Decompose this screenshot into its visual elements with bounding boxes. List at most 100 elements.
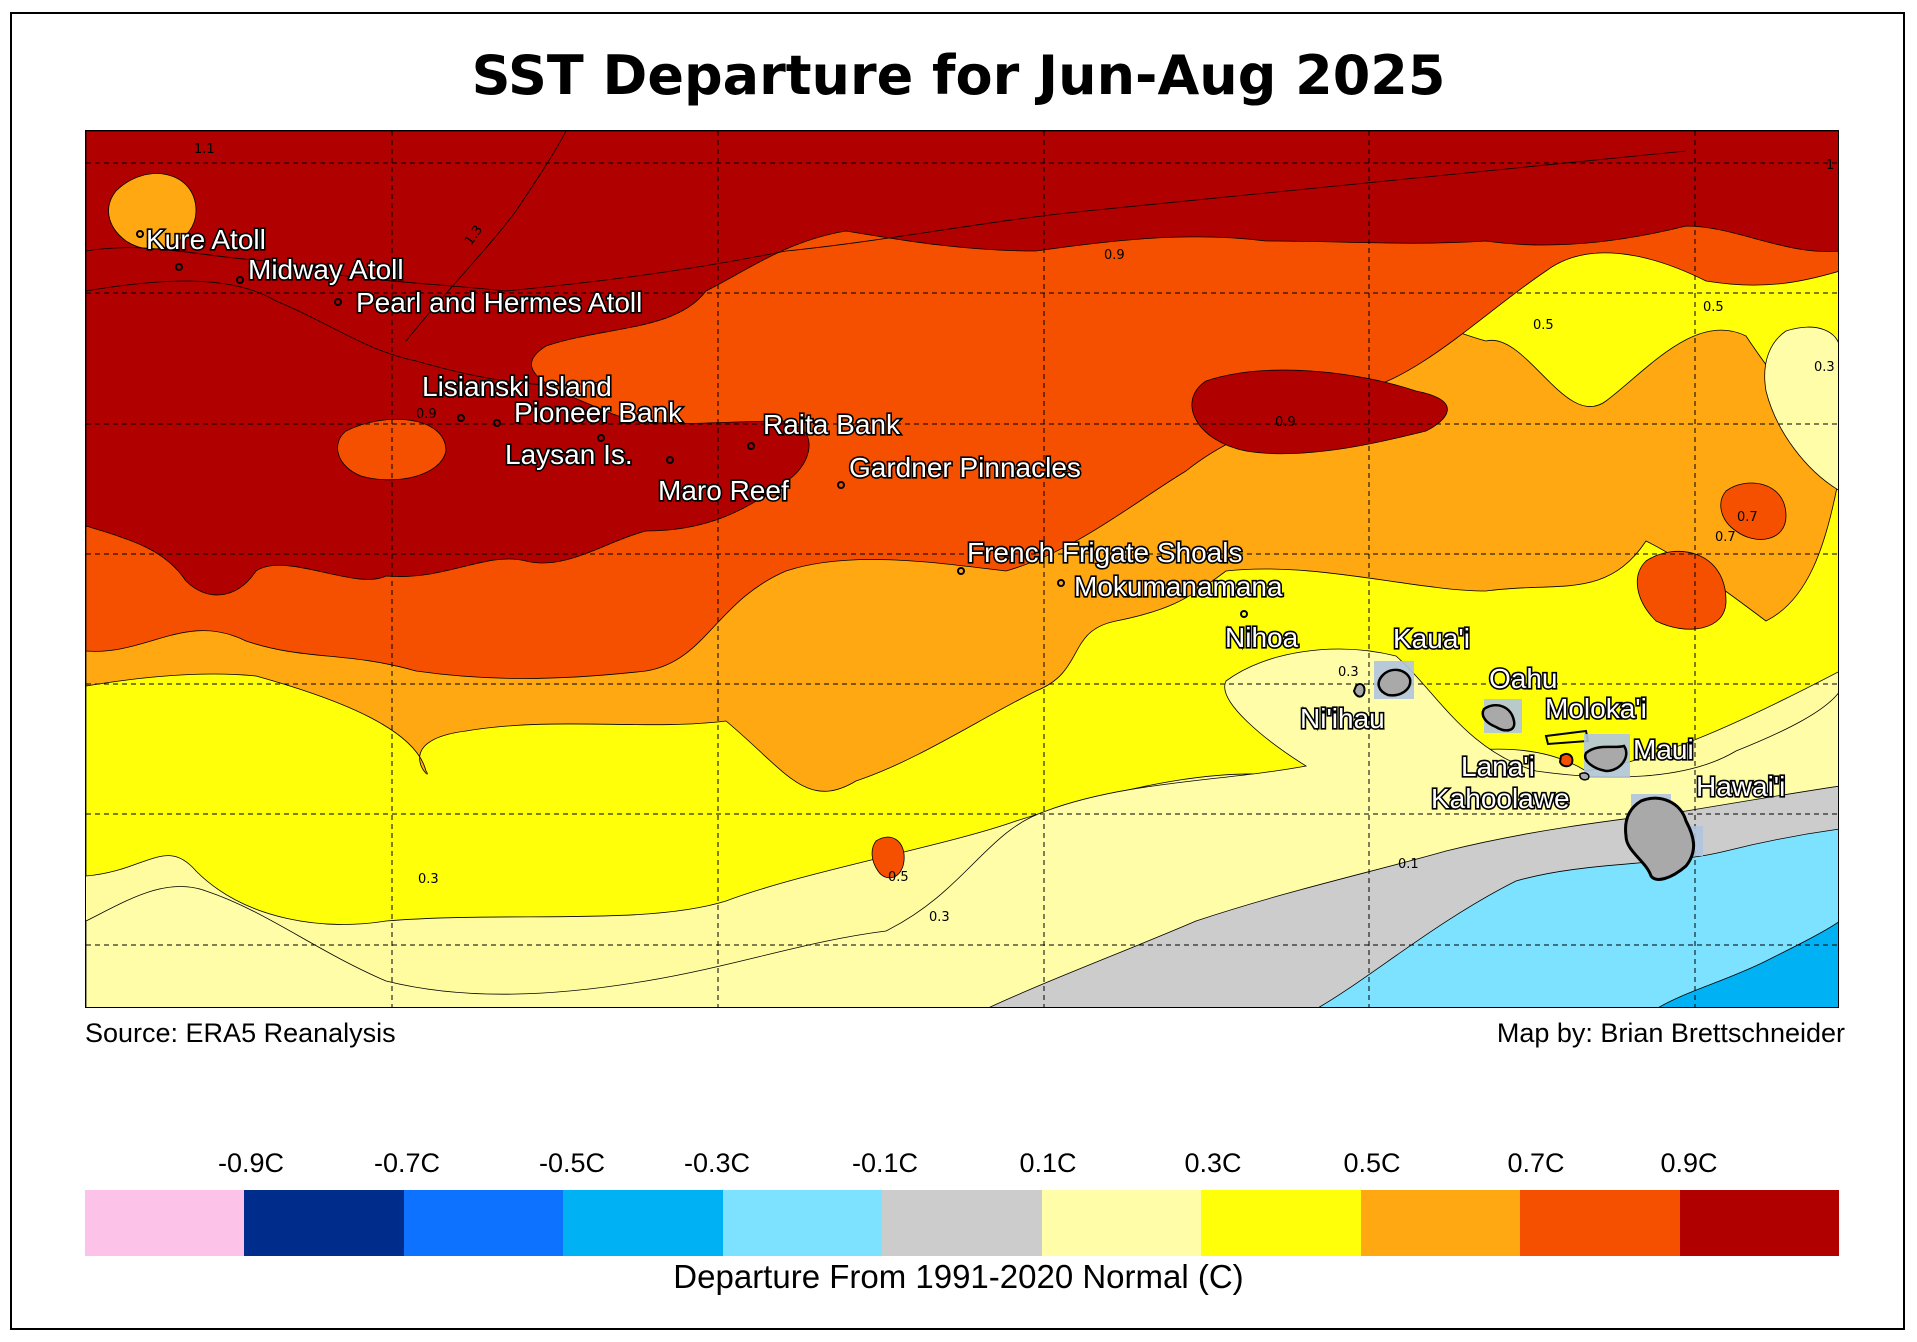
label-midway-atoll: Midway Atoll [248,254,404,285]
contour-fill-neg-0-1 [1318,828,1838,1007]
contour-label: 0.5 [1533,318,1554,333]
colorbar-tick: -0.9C [217,1148,285,1178]
sst-map[interactable]: Kure Atoll Midway Atoll Pearl and Hermes… [85,130,1839,1008]
colorbar-title: Departure From 1991-2020 Normal (C) [673,1258,1244,1295]
colorbar-tick: 0.3C [1184,1148,1242,1178]
credit-note: Map by: Brian Brettschneider [1496,1018,1845,1048]
contour-label: 0.7 [1715,530,1736,545]
contour-label: 0.5 [888,870,909,885]
lanai-island [1558,753,1574,768]
label-kahoolawe: Kahoolawe [1431,783,1570,814]
kauai-island [1377,668,1412,697]
colorbar-swatch [403,1190,564,1256]
source-note: Source: ERA5 Reanalysis [85,1018,396,1048]
colorbar-tick-labels: -0.9C -0.7C -0.5C -0.3C -0.1C 0.1C 0.3C … [0,1148,1917,1182]
map-title: SST Departure for Jun-Aug 2025 [471,44,1446,107]
contour-label: 0.9 [416,407,437,422]
label-gardner-pinnacles: Gardner Pinnacles [849,452,1081,483]
label-raita-bank: Raita Bank [763,409,901,440]
hawaii-island [1624,796,1695,881]
colorbar-swatch [1041,1190,1202,1256]
contour-label: 0.9 [1275,415,1296,430]
colorbar-swatch [563,1190,723,1256]
colorbar-tick: 0.1C [1019,1148,1077,1178]
contour-fill-neg-0-3 [1658,921,1838,1007]
contour-label: 0.1 [1398,857,1419,872]
contour-label: 1 [1826,158,1834,173]
label-french-frigate-shoals: French Frigate Shoals [967,537,1242,568]
gardner-marker [837,481,845,489]
kure-marker [136,230,144,238]
contour-label: 0.9 [1104,248,1125,263]
label-lisianski-island: Lisianski Island [422,371,612,402]
label-pioneer-bank: Pioneer Bank [514,397,683,428]
kahoolawe-island [1579,772,1590,781]
colorbar-swatch [1679,1190,1839,1256]
warm-pocket-east [1191,369,1448,455]
label-mokumanamana: Mokumanamana [1074,571,1283,602]
french-frigate-marker [957,567,965,575]
label-niihau: Ni'ihau [1300,703,1385,734]
contour-label: 0.3 [929,910,950,925]
colorbar-swatch [85,1190,245,1256]
figure-frame [10,12,1905,1330]
contour-fill-0-9 [86,131,1838,596]
colorbar-tick: -0.3C [683,1148,751,1178]
colorbar-tick: -0.5C [538,1148,606,1178]
contour-line [86,280,607,386]
label-pearl-hermes-atoll: Pearl and Hermes Atoll [356,287,642,318]
warm-pocket-right [1637,550,1727,630]
place-markers [136,230,1248,618]
colorbar-tick: -0.1C [851,1148,919,1178]
lisianski-island-marker [457,414,465,422]
nihoa-marker [1240,610,1248,618]
pioneer-bank-marker [493,419,501,427]
label-maro-reef: Maro Reef [658,475,789,506]
sst-map-svg: Kure Atoll Midway Atoll Pearl and Hermes… [86,131,1838,1007]
lisianski-marker [334,298,342,306]
contour-label: 0.3 [1814,360,1835,375]
label-hawaii: Hawai'i [1696,771,1785,802]
contour-label: 1.1 [194,142,215,157]
pearl-hermes-marker [236,276,244,284]
contour-line [86,150,1687,292]
label-molokai: Moloka'i [1545,693,1647,724]
colorbar-swatch [722,1190,883,1256]
label-laysan-is: Laysan Is. [505,439,633,470]
colorbar-swatch [1520,1190,1680,1256]
raita-bank-marker [747,442,755,450]
contour-label: 0.3 [1338,665,1359,680]
islands [1352,661,1703,881]
oahu-island [1481,704,1516,732]
warm-pocket-far-right [1720,482,1787,540]
graticule [86,131,1838,1007]
contour-line [405,131,567,342]
colorbar-tick: 0.9C [1660,1148,1718,1178]
orange-pocket-nw [108,173,197,250]
contour-label: 0.5 [1703,300,1724,315]
niihau-island [1352,683,1366,698]
label-kure-atoll: Kure Atoll [146,224,266,255]
midway-marker [175,263,183,271]
colorbar-tick: 0.7C [1507,1148,1565,1178]
laysan-marker [597,434,605,442]
colorbar-swatch [882,1190,1042,1256]
label-nihoa: Nihoa [1225,622,1299,653]
label-lanai: Lana'i [1461,751,1535,782]
mokumanamana-marker [1057,579,1065,587]
colorbar-tick: -0.7C [373,1148,441,1178]
contour-fill-0-1-east [1764,326,1838,491]
colorbar-swatch [1201,1190,1361,1256]
contour-label: 0.3 [418,872,439,887]
label-kauai: Kaua'i [1393,623,1470,654]
colorbar-tick: 0.5C [1343,1148,1401,1178]
label-maui: Maui [1633,734,1694,765]
contour-label: 0.7 [1737,510,1758,525]
colorbar-swatch [244,1190,404,1256]
label-oahu: Oahu [1489,663,1558,694]
maro-reef-marker [666,456,674,464]
orange-spot-south [871,836,905,879]
maui-island [1583,744,1628,773]
colorbar-swatch [1360,1190,1521,1256]
colorbar [85,1190,1839,1256]
